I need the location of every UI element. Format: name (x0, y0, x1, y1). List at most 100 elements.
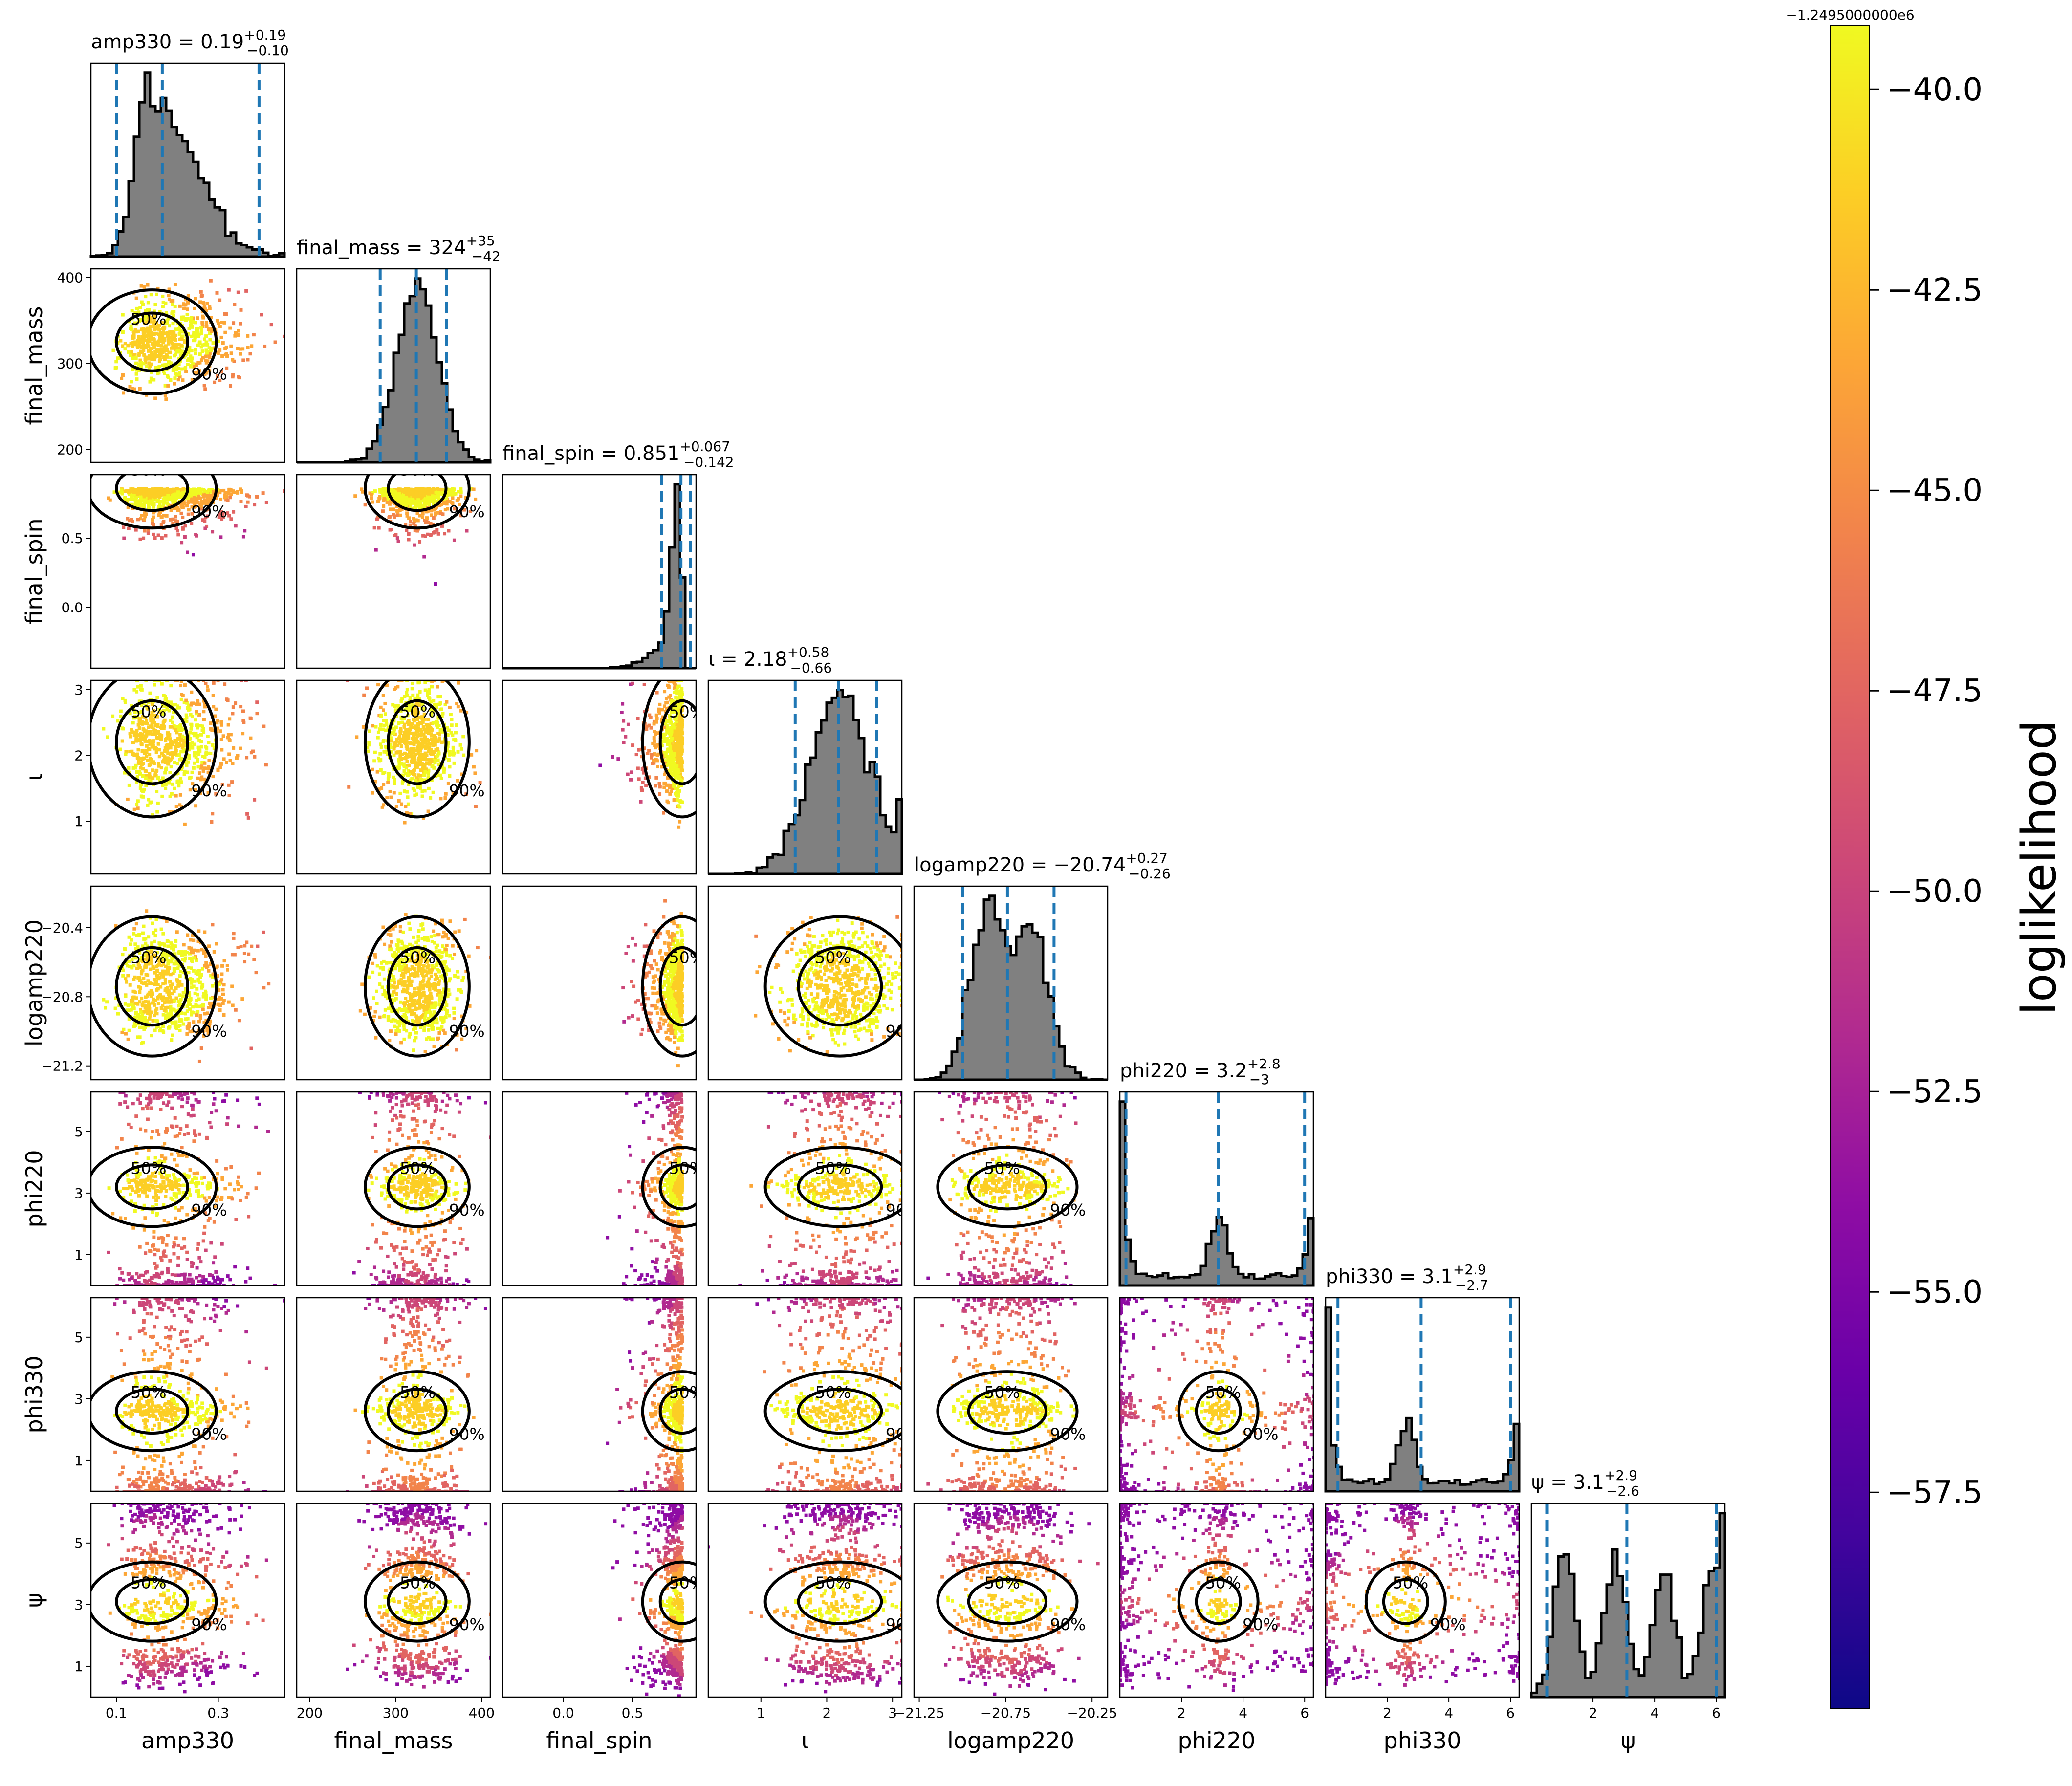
sample-point (180, 1019, 184, 1023)
sample-point (662, 785, 666, 789)
histogram-amp330: amp330 = 0.19+0.19 −0.10 (89, 27, 289, 258)
sample-point (143, 736, 147, 740)
sample-point (133, 1002, 137, 1005)
sample-point (189, 365, 193, 369)
sample-point (218, 378, 222, 382)
sample-point (442, 501, 446, 505)
sample-point (194, 321, 197, 325)
sample-point (223, 494, 227, 498)
sample-point (403, 722, 407, 726)
sample-point (202, 718, 206, 721)
sample-point (204, 997, 208, 1001)
sample-point (202, 730, 206, 734)
panel-frame (90, 679, 285, 875)
sample-point (151, 1019, 155, 1023)
sample-point (169, 765, 173, 769)
sample-point (162, 758, 166, 762)
sample-point (206, 770, 210, 774)
y-tick-label: 2 (74, 748, 83, 764)
sample-point (145, 744, 149, 748)
sample-point (165, 319, 169, 323)
sample-point (170, 1021, 174, 1024)
sample-point (165, 707, 169, 711)
sample-point (204, 681, 208, 685)
sample-point (202, 951, 206, 955)
sample-point (215, 493, 219, 497)
sample-point (171, 299, 175, 303)
sample-point (437, 702, 441, 706)
sample-point (379, 723, 383, 727)
sample-point (174, 960, 178, 964)
sample-point (413, 489, 417, 493)
sample-point (134, 1012, 138, 1016)
sample-point (143, 338, 147, 342)
sample-point (141, 795, 145, 799)
sample-point (434, 582, 437, 586)
sample-point (195, 363, 198, 367)
contour-50 (115, 475, 189, 512)
sample-point (421, 534, 425, 538)
sample-point (418, 768, 422, 772)
sample-point (478, 781, 482, 784)
sample-point (141, 343, 145, 347)
sample-point (131, 368, 135, 371)
sample-point (173, 952, 177, 956)
sample-point (458, 502, 461, 506)
sample-point (203, 307, 207, 311)
sample-point (228, 326, 232, 330)
sample-point (654, 713, 658, 717)
sample-point (187, 1021, 191, 1025)
sample-point (187, 348, 191, 352)
sample-point (391, 495, 394, 499)
sample-point (382, 504, 386, 508)
sample-point (184, 317, 188, 321)
sample-point (436, 532, 440, 536)
sample-point (251, 749, 255, 753)
sample-point (397, 492, 401, 496)
sample-point (144, 680, 148, 682)
sample-point (392, 507, 395, 511)
sample-point (394, 490, 398, 494)
sample-point (677, 789, 681, 793)
sample-point (424, 767, 428, 771)
sample-point (622, 719, 626, 723)
sample-point (211, 923, 215, 927)
sample-point (131, 387, 134, 391)
sample-point (156, 499, 160, 502)
sample-point (124, 752, 128, 756)
sample-point (640, 767, 644, 771)
sample-point (205, 766, 209, 770)
sample-point (221, 734, 225, 738)
sample-point (442, 770, 446, 774)
sample-point (206, 498, 210, 502)
sample-point (422, 727, 426, 731)
sample-point (149, 332, 153, 336)
sample-point (191, 319, 195, 323)
sample-point (196, 939, 200, 943)
sample-point (190, 325, 194, 329)
sample-point (143, 321, 147, 325)
sample-point (434, 495, 438, 499)
sample-point (392, 753, 396, 757)
sample-point (220, 321, 224, 325)
sample-point (428, 697, 432, 701)
sample-point (404, 772, 408, 776)
sample-point (192, 1011, 196, 1015)
sample-point (177, 993, 181, 997)
sample-point (405, 764, 409, 768)
sample-point (152, 309, 156, 313)
sample-point (378, 727, 382, 731)
sample-point (161, 294, 165, 298)
sample-point (183, 953, 187, 957)
sample-point (168, 966, 172, 970)
sample-point (200, 724, 204, 728)
sample-point (395, 743, 399, 747)
sample-point (138, 358, 142, 362)
sample-point (680, 751, 684, 755)
panel-title-iota: ι = 2.18+0.58 −0.66 (708, 644, 832, 676)
sample-point (434, 487, 437, 491)
sample-point (134, 361, 138, 365)
sample-point (198, 1016, 202, 1020)
sample-point (262, 930, 265, 934)
sample-point (195, 710, 198, 714)
